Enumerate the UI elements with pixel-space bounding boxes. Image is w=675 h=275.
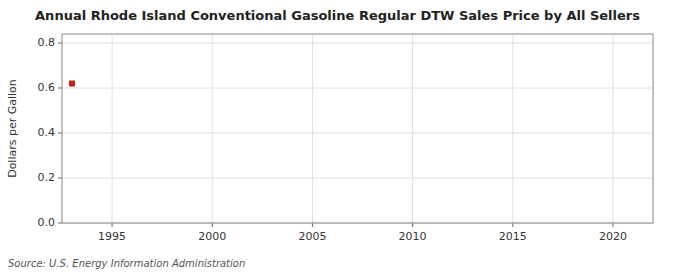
- x-tick-label: 2010: [399, 230, 427, 243]
- data-point: [69, 81, 75, 87]
- x-tick: [512, 223, 513, 227]
- x-tick-label: 2020: [599, 230, 627, 243]
- source-note: Source: U.S. Energy Information Administ…: [8, 258, 245, 269]
- data-marks: [69, 81, 75, 87]
- chart-container: 0.0 0.2 0.4 0.6 0.8 1995 2000 2005 2010 2015 2020 A…: [0, 0, 675, 275]
- x-grid-line: [512, 34, 513, 223]
- axes: 0.0 0.2 0.4 0.6 0.8 1995 2000 2005 2010 2015 2020: [38, 34, 654, 243]
- plot-background: [62, 34, 653, 223]
- y-grid-line: [62, 178, 653, 179]
- grid: [62, 34, 653, 223]
- x-tick-label: 2005: [298, 230, 326, 243]
- x-grid-line: [212, 34, 213, 223]
- y-axis-label: Dollars per Gallon: [6, 79, 19, 178]
- plot-frame: [62, 34, 653, 223]
- y-tick-label: 0.2: [38, 171, 56, 184]
- x-grid-line: [312, 34, 313, 223]
- x-tick: [212, 223, 213, 227]
- y-tick-label: 0.6: [38, 81, 56, 94]
- y-grid-line: [62, 133, 653, 134]
- y-tick-label: 0.0: [38, 216, 56, 229]
- x-tick: [612, 223, 613, 227]
- y-tick: [58, 133, 62, 134]
- x-grid-line: [412, 34, 413, 223]
- chart-title: Annual Rhode Island Conventional Gasolin…: [35, 8, 640, 23]
- y-tick: [58, 178, 62, 179]
- y-tick-label: 0.4: [38, 126, 56, 139]
- x-grid-line: [612, 34, 613, 223]
- y-tick-label: 0.8: [38, 36, 56, 49]
- x-tick: [412, 223, 413, 227]
- x-tick-label: 2000: [198, 230, 226, 243]
- y-grid-line: [62, 43, 653, 44]
- y-grid-line: [62, 88, 653, 89]
- x-tick-label: 1995: [98, 230, 126, 243]
- x-tick-label: 2015: [499, 230, 527, 243]
- x-tick: [312, 223, 313, 227]
- y-tick: [58, 43, 62, 44]
- y-tick: [58, 223, 62, 224]
- x-tick: [112, 223, 113, 227]
- y-tick: [58, 88, 62, 89]
- x-grid-line: [112, 34, 113, 223]
- chart-svg: 0.0 0.2 0.4 0.6 0.8 1995 2000 2005 2010 2015 2020 A…: [0, 0, 675, 275]
